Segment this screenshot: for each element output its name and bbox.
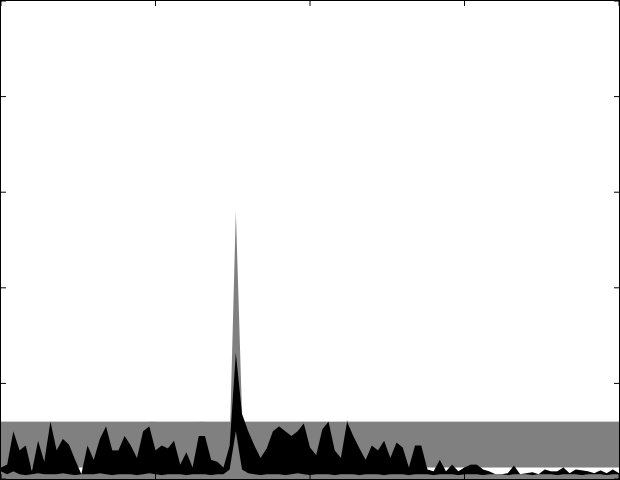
series-lower-envelope-area bbox=[1, 431, 619, 479]
plot-area bbox=[1, 211, 619, 479]
series-main-area bbox=[1, 352, 619, 479]
